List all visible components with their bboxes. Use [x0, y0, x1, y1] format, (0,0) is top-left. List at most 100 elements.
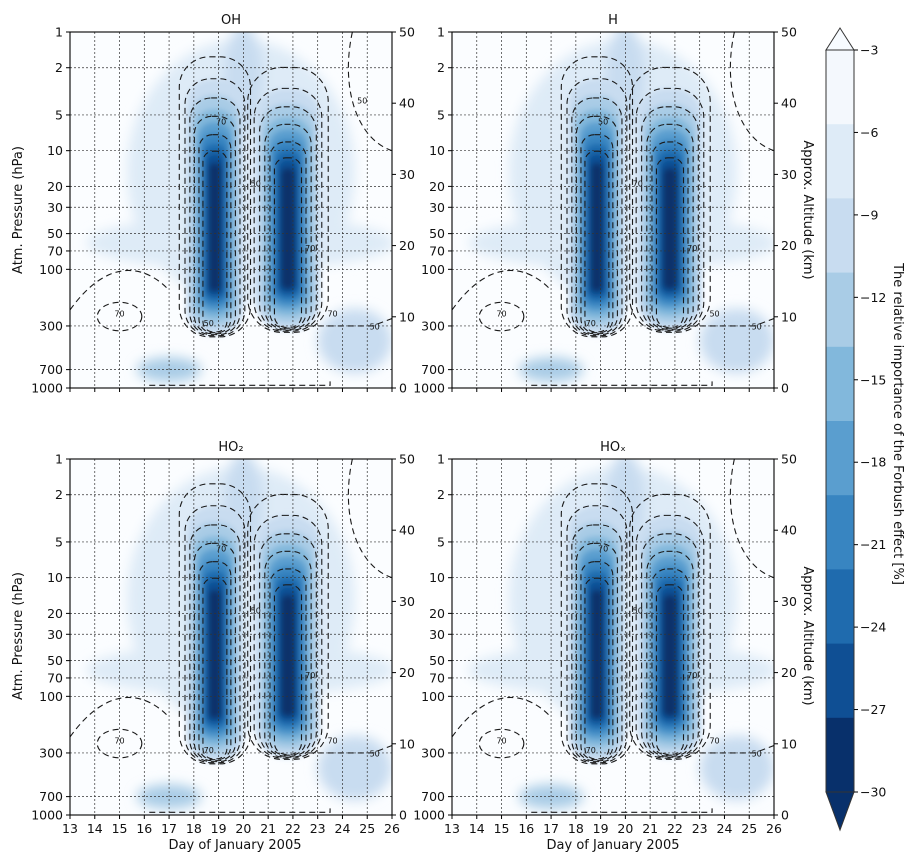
y-tick-label: 30: [47, 200, 63, 215]
x-tick-label: 19: [593, 821, 609, 836]
y-tick-label: 700: [421, 789, 445, 804]
y-tick-label: 20: [429, 179, 445, 194]
xlabel-right: Day of January 2005: [547, 838, 680, 853]
y-tick-label: 70: [47, 670, 63, 685]
y-tick-label: 70: [429, 670, 445, 685]
y-tick-label: 10: [429, 570, 445, 585]
altitude-tick-label: 30: [399, 594, 415, 609]
colorbar-tick-label: −21: [860, 537, 886, 552]
panel-hox: 70707050705070HOₓ12510203050701003007001…: [413, 440, 797, 836]
lobe-0-level-9: [590, 163, 604, 292]
colorbar-tick-label: −27: [860, 702, 886, 717]
colorbar-label: The relative importance of the Forbush e…: [890, 262, 905, 585]
ylabel-left-top: Atm. Pressure (hPa): [11, 146, 26, 274]
contour-label: 50: [633, 606, 643, 615]
x-tick-label: 13: [62, 821, 78, 836]
x-tick-label: 18: [186, 821, 202, 836]
colorbar-extend-top: [825, 27, 855, 51]
altitude-tick-label: 50: [781, 452, 797, 467]
x-tick-label: 22: [667, 821, 683, 836]
lobe-1-level-9: [662, 167, 678, 290]
colorbar-tick-label: −15: [860, 372, 886, 387]
colorbar-band: [826, 717, 854, 793]
altitude-tick-label: 0: [781, 808, 789, 823]
y-tick-label: 700: [39, 362, 63, 377]
contour-label: 50: [709, 310, 719, 319]
y-tick-label: 20: [429, 606, 445, 621]
y-tick-label: 2: [55, 60, 63, 75]
altitude-tick-label: 10: [781, 736, 797, 751]
altitude-tick-label: 50: [399, 25, 415, 40]
x-tick-label: 26: [766, 821, 782, 836]
altitude-tick-label: 0: [781, 381, 789, 396]
panel-ho2: 70707050705070HO₂12510203050701003007001…: [31, 440, 415, 836]
colorbar-band: [826, 198, 854, 274]
lobe-1-level-9: [662, 594, 678, 717]
grid: [70, 32, 392, 388]
contour-label: 50: [370, 322, 380, 331]
contour-label: 70: [216, 117, 226, 126]
colorbar-band: [826, 643, 854, 719]
altitude-tick-label: 30: [781, 167, 797, 182]
contour-label: 70: [327, 737, 337, 746]
y-tick-label: 1000: [413, 381, 445, 396]
y-tick-label: 100: [421, 262, 445, 277]
x-tick-label: 14: [469, 821, 485, 836]
lobe-0-level-9: [208, 590, 222, 719]
x-tick-label: 17: [543, 821, 559, 836]
x-tick-label: 14: [87, 821, 103, 836]
altitude-tick-label: 50: [399, 452, 415, 467]
plot-frame: [451, 458, 775, 816]
contours: [70, 32, 392, 386]
altitude-tick-label: 10: [399, 736, 415, 751]
altitude-tick-label: 20: [781, 238, 797, 253]
lobe-0-level-9: [208, 163, 222, 292]
x-tick-label: 23: [310, 821, 326, 836]
heatmap-field: 70 50 70 50 70 50 70 50: [70, 32, 392, 386]
xlabel-left: Day of January 2005: [169, 838, 302, 853]
ylabel-right-bottom: Approx. Altitude (km): [800, 566, 815, 705]
y-tick-label: 70: [429, 243, 445, 258]
altitude-tick-label: 40: [781, 96, 797, 111]
colorbar-extend-bottom: [825, 791, 855, 832]
colorbar-tick-label: −18: [860, 455, 886, 470]
altitude-tick-label: 10: [399, 309, 415, 324]
y-tick-label: 50: [429, 226, 445, 241]
y-tick-label: 1: [437, 25, 445, 40]
y-tick-label: 70: [47, 243, 63, 258]
x-tick-label: 20: [617, 821, 633, 836]
contour-label: 50: [598, 117, 608, 126]
y-tick-label: 100: [39, 262, 63, 277]
grid: [452, 32, 774, 388]
y-tick-label: 300: [421, 745, 445, 760]
contour-label: 70: [216, 544, 226, 553]
contour-label: 70: [305, 671, 315, 680]
x-tick-label: 25: [359, 821, 375, 836]
contour-label: 70: [687, 671, 697, 680]
contour-label: 70: [327, 310, 337, 319]
panel-title: HO₂: [218, 440, 243, 455]
colorbar-band: [826, 272, 854, 348]
y-tick-label: 5: [55, 107, 63, 122]
colorbar-band: [826, 495, 854, 570]
x-tick-label: 25: [741, 821, 757, 836]
y-tick-label: 10: [47, 570, 63, 585]
y-tick-label: 1: [55, 25, 63, 40]
contour-label: 70: [633, 179, 643, 188]
y-tick-label: 30: [47, 627, 63, 642]
contour-label: 70: [687, 244, 697, 253]
contour-label: 50: [357, 96, 367, 105]
colorbar-band: [826, 50, 854, 125]
contours: [452, 459, 774, 813]
x-tick-label: 17: [161, 821, 177, 836]
contour-label: 70: [586, 746, 596, 755]
y-tick-label: 1: [437, 452, 445, 467]
x-tick-label: 22: [285, 821, 301, 836]
lobe-1-level-9: [280, 167, 296, 290]
x-tick-label: 15: [112, 821, 128, 836]
y-tick-label: 2: [437, 487, 445, 502]
y-tick-label: 1000: [413, 808, 445, 823]
y-tick-label: 20: [47, 179, 63, 194]
altitude-tick-label: 40: [399, 523, 415, 538]
lobe-1-level-9: [280, 594, 296, 717]
